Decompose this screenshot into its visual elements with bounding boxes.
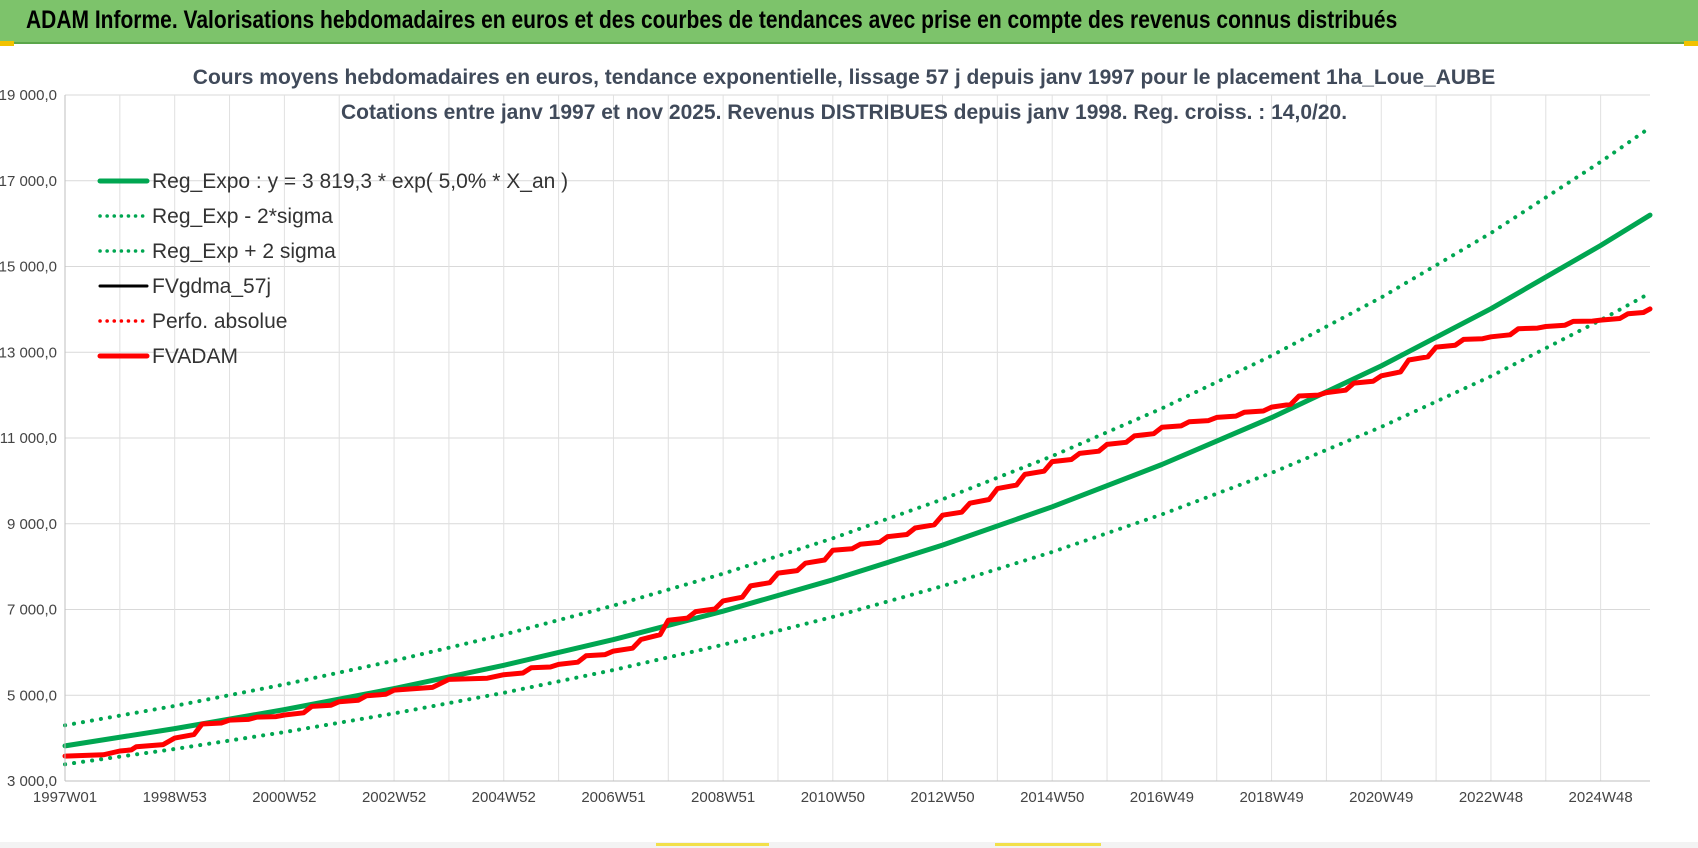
chart-series	[62, 125, 1653, 767]
report-banner: ADAM Informe. Valorisations hebdomadaire…	[0, 0, 1698, 44]
y-tick-label: 19 000,0	[0, 87, 57, 104]
y-tick-label: 3 000,0	[7, 773, 57, 790]
x-tick-label: 2006W51	[581, 789, 645, 806]
chart-grid	[64, 94, 1650, 782]
bottom-marker	[995, 843, 1101, 846]
y-tick-label: 13 000,0	[0, 344, 57, 361]
y-tick-label: 17 000,0	[0, 173, 57, 190]
x-tick-label: 2014W50	[1020, 789, 1084, 806]
series-line-5	[62, 306, 1653, 759]
series-line-2	[63, 125, 1652, 728]
bottom-edge	[0, 842, 1698, 848]
chart-subtitle: Cotations entre janv 1997 et nov 2025. R…	[341, 101, 1347, 124]
legend-label: Perfo. absolue	[152, 310, 287, 333]
bottom-marker	[656, 843, 769, 846]
x-tick-label: 2012W50	[910, 789, 974, 806]
corner-marker-left	[0, 41, 14, 46]
legend-label: FVgdma_57j	[152, 275, 271, 298]
x-tick-label: 2000W52	[252, 789, 316, 806]
y-tick-label: 9 000,0	[7, 516, 57, 533]
series-line-3	[63, 307, 1652, 758]
chart: 3 000,0 5 000,0 7 000,0 9 000,0 11 000,0 13 0…	[0, 66, 1653, 806]
x-tick-label: 2022W48	[1459, 789, 1523, 806]
chart-axes: 3 000,0 5 000,0 7 000,0 9 000,0 11 000,0 13 0…	[0, 87, 1650, 806]
x-tick-label: 2016W49	[1130, 789, 1194, 806]
legend-label: Reg_Expo : y = 3 819,3 * exp( 5,0% * X_a…	[152, 170, 568, 193]
chart-legend: Reg_Expo : y = 3 819,3 * exp( 5,0% * X_a…	[97, 170, 568, 368]
series-line-0	[62, 212, 1653, 749]
legend-label: FVADAM	[152, 345, 238, 368]
x-tick-label: 2008W51	[691, 789, 755, 806]
x-tick-label: 2004W52	[472, 789, 536, 806]
corner-marker-right	[1684, 41, 1698, 46]
x-tick-label: 2002W52	[362, 789, 426, 806]
series-line-4	[64, 307, 1651, 758]
x-tick-label: 1998W53	[143, 789, 207, 806]
y-tick-label: 11 000,0	[0, 430, 57, 447]
legend-label: Reg_Exp + 2 sigma	[152, 240, 336, 263]
y-tick-label: 7 000,0	[7, 602, 57, 619]
x-tick-label: 1997W01	[33, 789, 97, 806]
y-tick-label: 15 000,0	[0, 259, 57, 276]
x-tick-label: 2010W50	[801, 789, 865, 806]
legend-label: Reg_Exp - 2*sigma	[152, 205, 333, 228]
x-tick-label: 2018W49	[1239, 789, 1303, 806]
y-tick-label: 5 000,0	[7, 687, 57, 704]
chart-title: Cours moyens hebdomadaires en euros, ten…	[193, 66, 1495, 89]
report-title: ADAM Informe. Valorisations hebdomadaire…	[26, 6, 1398, 34]
x-tick-label: 2024W48	[1569, 789, 1633, 806]
x-tick-label: 2020W49	[1349, 789, 1413, 806]
